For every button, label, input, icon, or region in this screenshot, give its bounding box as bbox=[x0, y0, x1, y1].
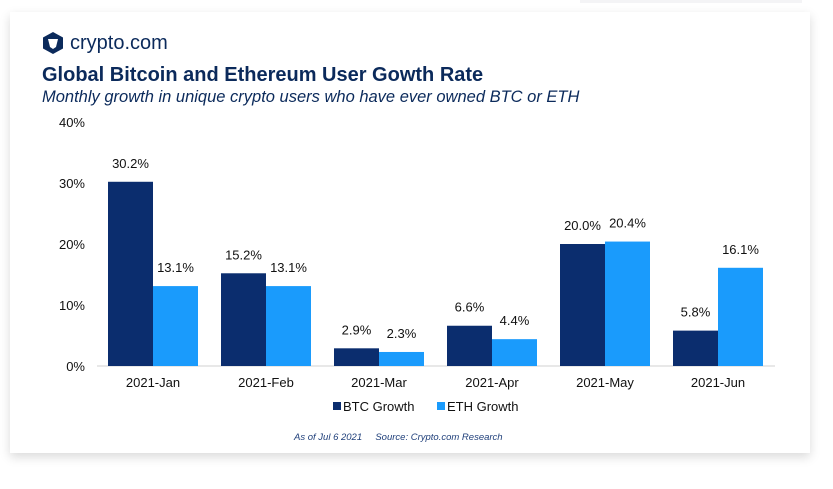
x-tick-label: 2021-Mar bbox=[351, 375, 407, 390]
bar-btc bbox=[334, 348, 379, 366]
data-label: 4.4% bbox=[500, 313, 530, 328]
bar-btc bbox=[447, 325, 492, 366]
data-label: 13.1% bbox=[270, 260, 307, 275]
bar-btc bbox=[108, 181, 153, 366]
bar-eth bbox=[605, 241, 650, 366]
legend-swatch bbox=[333, 402, 341, 410]
data-label: 16.1% bbox=[722, 242, 759, 257]
data-label: 5.8% bbox=[681, 305, 711, 320]
x-tick-label: 2021-Jun bbox=[691, 375, 745, 390]
data-label: 2.3% bbox=[387, 326, 417, 341]
y-tick-label: 40% bbox=[59, 115, 85, 130]
x-tick-label: 2021-May bbox=[576, 375, 634, 390]
bar-eth bbox=[379, 351, 424, 366]
chart-title: Global Bitcoin and Ethereum User Gowth R… bbox=[42, 64, 484, 86]
data-label: 20.4% bbox=[609, 216, 646, 231]
logo-text: crypto.com bbox=[70, 31, 168, 54]
background-strip bbox=[580, 0, 802, 3]
legend-label: ETH Growth bbox=[447, 399, 519, 414]
bar-btc bbox=[221, 273, 266, 366]
x-tick-label: 2021-Apr bbox=[465, 375, 519, 390]
source-text: Source: Crypto.com Research bbox=[375, 432, 503, 443]
y-tick-label: 30% bbox=[59, 176, 85, 191]
bar-eth bbox=[153, 286, 198, 366]
y-tick-label: 0% bbox=[66, 359, 85, 374]
as-of-date: As of Jul 6 2021 bbox=[294, 432, 363, 443]
bar-eth bbox=[492, 339, 537, 366]
legend-label: BTC Growth bbox=[343, 399, 415, 414]
x-tick-label: 2021-Feb bbox=[238, 375, 294, 390]
bar-btc bbox=[673, 330, 718, 366]
y-tick-label: 10% bbox=[59, 298, 85, 313]
data-label: 15.2% bbox=[225, 247, 262, 262]
bar-eth bbox=[266, 286, 311, 366]
chart-subtitle: Monthly growth in unique crypto users wh… bbox=[42, 88, 580, 106]
data-label: 20.0% bbox=[564, 218, 601, 233]
x-tick-label: 2021-Jan bbox=[126, 375, 180, 390]
y-tick-label: 20% bbox=[59, 237, 85, 252]
crypto-com-logo-icon bbox=[43, 32, 63, 54]
data-label: 30.2% bbox=[112, 156, 149, 171]
data-label: 2.9% bbox=[342, 322, 372, 337]
logo: crypto.com bbox=[42, 31, 168, 55]
bar-eth bbox=[718, 267, 763, 366]
bar-btc bbox=[560, 244, 605, 366]
source-note: As of Jul 6 2021 Source: Crypto.com Rese… bbox=[294, 432, 503, 443]
data-label: 13.1% bbox=[157, 260, 194, 275]
data-label: 6.6% bbox=[455, 300, 485, 315]
legend-swatch bbox=[437, 402, 445, 410]
